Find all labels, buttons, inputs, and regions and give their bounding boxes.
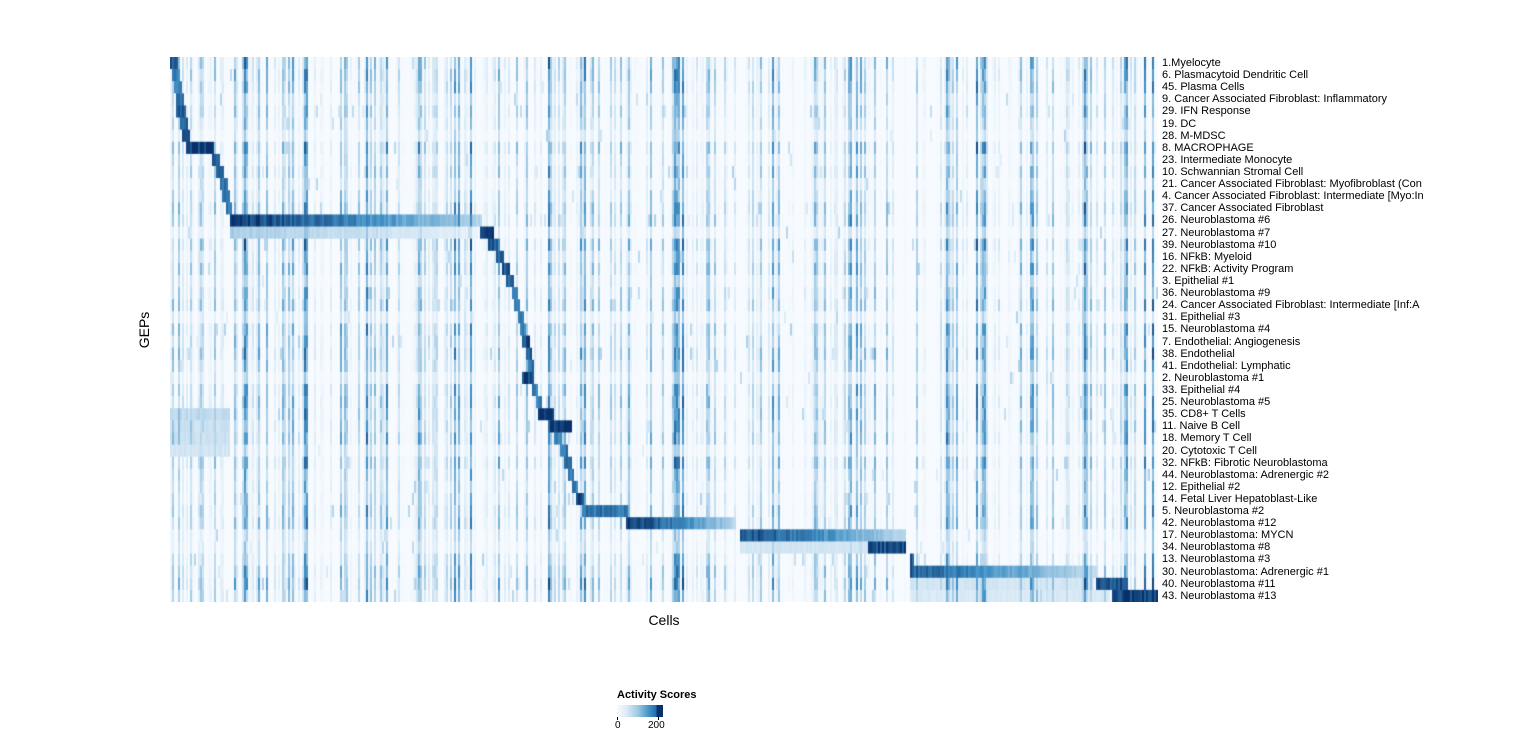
- gep-row-label: 22. NFkB: Activity Program: [1162, 262, 1294, 275]
- gep-row-label: 31. Epithelial #3: [1162, 311, 1241, 324]
- gep-row-label: 15. Neuroblastoma #4: [1162, 323, 1271, 336]
- legend-tick-max-label: 200: [648, 720, 665, 731]
- gep-row-label: 45. Plasma Cells: [1162, 81, 1245, 94]
- gep-row-label: 14. Fetal Liver Hepatoblast-Like: [1162, 492, 1318, 505]
- gep-row-label: 7. Endothelial: Angiogenesis: [1162, 335, 1301, 348]
- gep-row-label: 39. Neuroblastoma #10: [1162, 238, 1277, 251]
- legend-tick-mark-min: [617, 717, 618, 720]
- x-axis-label: Cells: [648, 612, 680, 628]
- y-axis-label: GEPs: [136, 311, 152, 349]
- gep-row-label: 36. Neuroblastoma #9: [1162, 287, 1271, 300]
- gep-row-label: 38. Endothelial: [1162, 347, 1235, 360]
- gep-row-label: 5. Neuroblastoma #2: [1162, 505, 1265, 518]
- gep-row-label: 27. Neuroblastoma #7: [1162, 226, 1271, 239]
- gep-row-label: 6. Plasmacytoid Dendritic Cell: [1162, 69, 1309, 82]
- gep-row-label: 2. Neuroblastoma #1: [1162, 371, 1265, 384]
- gep-row-label: 10. Schwannian Stromal Cell: [1162, 165, 1304, 178]
- gep-row-label: 37. Cancer Associated Fibroblast: [1162, 202, 1324, 215]
- gep-row-label: 26. Neuroblastoma #6: [1162, 214, 1271, 227]
- gep-row-label: 18. Memory T Cell: [1162, 432, 1252, 445]
- gep-row-label: 33. Epithelial #4: [1162, 383, 1241, 396]
- gep-row-label: 40. Neuroblastoma #11: [1162, 577, 1276, 590]
- gep-row-label: 8. MACROPHAGE: [1162, 141, 1254, 154]
- gep-row-label: 28. M-MDSC: [1162, 129, 1226, 142]
- gep-row-label: 4. Cancer Associated Fibroblast: Interme…: [1162, 190, 1424, 203]
- gep-row-label: 23. Intermediate Monocyte: [1162, 153, 1293, 166]
- gep-row-label: 12. Epithelial #2: [1162, 480, 1241, 493]
- legend-ticks: 0 200: [615, 720, 757, 734]
- heatmap-canvas: [170, 57, 1158, 602]
- gep-row-label: 11. Naive B Cell: [1162, 420, 1241, 433]
- gep-row-label: 1.Myelocyte: [1162, 57, 1221, 69]
- legend-colorbar: [617, 705, 663, 720]
- gep-row-label: 13. Neuroblastoma #3: [1162, 553, 1271, 566]
- activity-scores-legend: Activity Scores 0 200: [615, 689, 757, 734]
- gep-row-labels: 1.Myelocyte 6. Plasmacytoid Dendritic Cel…: [1162, 57, 1540, 604]
- gep-row-label: 30. Neuroblastoma: Adrenergic #1: [1162, 565, 1329, 578]
- legend-tick-mark-max: [658, 717, 659, 720]
- gep-row-label: 24. Cancer Associated Fibroblast: Interm…: [1162, 299, 1420, 312]
- gep-row-label: 42. Neuroblastoma #12: [1162, 517, 1277, 530]
- gep-row-label: 44. Neuroblastoma: Adrenergic #2: [1162, 468, 1329, 481]
- gep-row-label: 34. Neuroblastoma #8: [1162, 541, 1271, 554]
- gep-row-label: 17. Neuroblastoma: MYCN: [1162, 529, 1294, 542]
- gep-row-label: 35. CD8+ T Cells: [1162, 408, 1246, 421]
- gep-row-label: 25. Neuroblastoma #5: [1162, 396, 1271, 409]
- legend-tick-min-label: 0: [615, 720, 621, 731]
- gep-row-label: 16. NFkB: Myeloid: [1162, 250, 1252, 263]
- gep-row-label: 3. Epithelial #1: [1162, 274, 1235, 287]
- legend-title: Activity Scores: [617, 689, 697, 701]
- gep-row-label: 29. IFN Response: [1162, 105, 1251, 118]
- gep-row-label: 32. NFkB: Fibrotic Neuroblastoma: [1162, 456, 1328, 469]
- gep-row-label: 43. Neuroblastoma #13: [1162, 589, 1277, 602]
- gep-row-label: 19. DC: [1162, 117, 1197, 130]
- gep-row-label: 41. Endothelial: Lymphatic: [1162, 359, 1291, 372]
- gep-row-label: 20. Cytotoxic T Cell: [1162, 444, 1257, 457]
- gep-row-label: 9. Cancer Associated Fibroblast: Inflamm…: [1162, 93, 1387, 106]
- gep-row-label: 21. Cancer Associated Fibroblast: Myofib…: [1162, 178, 1422, 191]
